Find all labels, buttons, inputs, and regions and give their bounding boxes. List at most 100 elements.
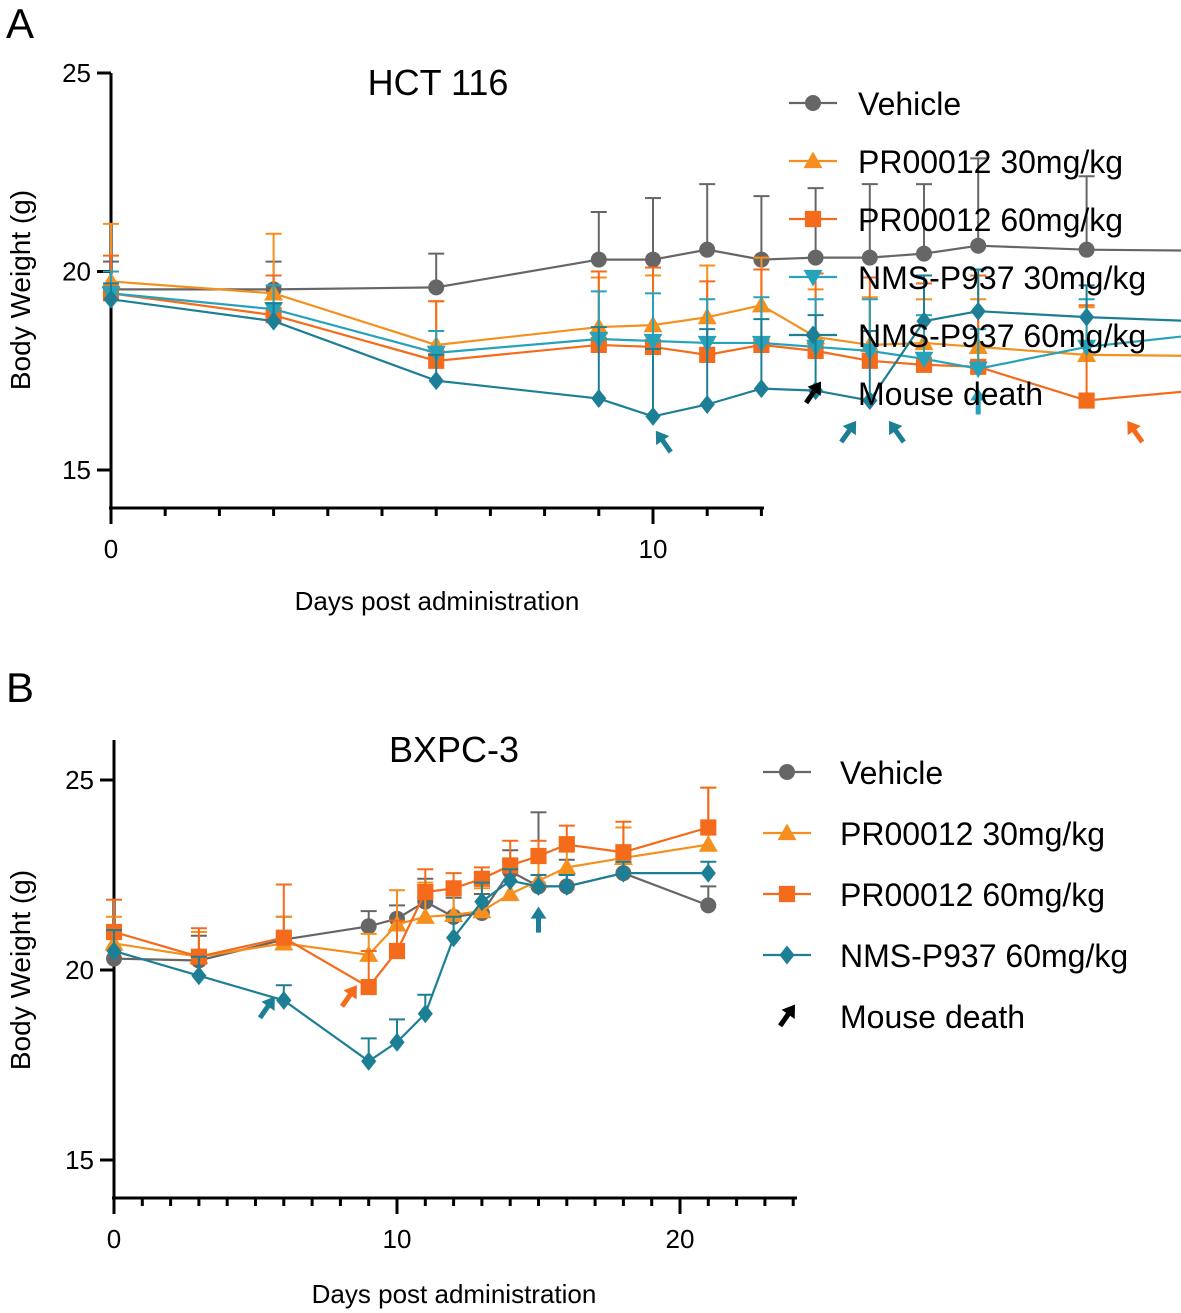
y-tick-label: 25 [65, 765, 94, 795]
legend-marker [779, 945, 795, 965]
data-point [970, 237, 987, 254]
mouse-death-arrow [257, 996, 275, 1020]
data-point [276, 990, 292, 1010]
data-point [530, 847, 547, 865]
legend-marker [805, 325, 821, 345]
y-tick-label: 20 [62, 257, 91, 287]
data-point [1077, 339, 1097, 357]
series-3 [106, 860, 717, 1071]
data-point [389, 1032, 405, 1052]
data-point [428, 279, 445, 296]
data-point [360, 918, 377, 935]
data-point [700, 863, 716, 883]
x-tick-label: 20 [666, 1224, 695, 1254]
data-point [591, 389, 607, 409]
data-point [530, 876, 547, 896]
legend-label: NMS-P937 30mg/kg [858, 260, 1146, 296]
mouse-death-arrow-shape [970, 388, 987, 415]
mouse-death-arrow [530, 906, 547, 933]
chart-title: BXPC-3 [389, 729, 519, 770]
legend-label-mouse-death: Mouse death [858, 376, 1043, 412]
legend-label: PR00012 30mg/kg [840, 816, 1105, 852]
legend-marker [803, 269, 823, 287]
panel-b: B BXPC-3 15 20 25 0 10 20 Days post administrati… [5, 664, 1128, 1309]
mouse-death-arrow-shape [530, 906, 547, 933]
legend-label: PR00012 60mg/kg [840, 877, 1105, 913]
legend-label-mouse-death: Mouse death [840, 999, 1025, 1035]
mouse-death-arrow-shape [888, 420, 906, 444]
data-point [428, 371, 444, 391]
legend: Vehicle PR00012 30mg/kg PR00012 60mg/kg NMS… [789, 86, 1146, 412]
data-point [753, 379, 769, 399]
legend-mouse-death-arrow [804, 381, 822, 405]
legend-marker [805, 95, 821, 111]
data-point [558, 836, 575, 853]
x-tick-label: 0 [104, 534, 118, 564]
legend-marker [804, 210, 822, 228]
x-axis-label: Days post administration [295, 586, 580, 616]
data-point [417, 884, 434, 901]
data-point [1078, 392, 1095, 409]
chart-title: HCT 116 [368, 62, 509, 103]
x-tick-label: 10 [383, 1224, 412, 1254]
data-point [444, 905, 464, 923]
y-tick-label: 15 [62, 455, 91, 485]
legend-mouse-death-arrow [778, 1004, 796, 1028]
series-4 [103, 268, 1181, 426]
x-tick-label: 10 [639, 534, 668, 564]
mouse-death-arrow-shape [257, 996, 275, 1020]
legend-marker [778, 885, 796, 903]
data-point [916, 311, 932, 331]
legend: Vehicle PR00012 30mg/kg PR00012 60mg/kg NMS… [763, 755, 1128, 1035]
data-point [645, 251, 661, 268]
panel-label: A [6, 0, 34, 47]
mouse-death-arrow-shape [655, 430, 673, 454]
data-point [698, 835, 718, 852]
legend-marker [777, 823, 797, 841]
data-point [103, 289, 119, 309]
data-point [502, 871, 518, 891]
legend-marker [803, 151, 823, 169]
data-point [615, 863, 631, 883]
y-tick-label: 25 [62, 58, 91, 88]
data-point [445, 880, 462, 897]
data-point [645, 406, 661, 426]
mouse-death-arrow [970, 388, 987, 415]
legend-label: NMS-P937 60mg/kg [840, 938, 1128, 974]
data-point [474, 892, 490, 912]
data-point [500, 884, 520, 902]
series-line [113, 869, 709, 962]
data-point [557, 857, 577, 875]
mouse-death-arrow [1127, 420, 1145, 444]
data-point [1079, 307, 1095, 327]
data-point [266, 311, 282, 331]
data-point [275, 929, 292, 946]
y-axis-label: Body Weight (g) [5, 190, 36, 390]
legend-mouse-death-arrow-shape [778, 1004, 796, 1028]
series-0 [106, 811, 717, 969]
data-point [861, 249, 878, 266]
mouse-death-arrow [888, 420, 906, 444]
data-point [807, 249, 824, 266]
data-point [700, 819, 717, 836]
data-point [361, 1051, 377, 1071]
series-2 [105, 786, 717, 996]
data-point [970, 301, 986, 321]
data-point [914, 351, 934, 369]
mouse-death-arrow [339, 985, 357, 1008]
panel-label: B [6, 664, 34, 711]
data-point [699, 241, 716, 258]
x-axis-label: Days post administration [312, 1279, 597, 1309]
data-point [590, 251, 607, 268]
mouse-death-arrow-shape [839, 420, 857, 444]
legend-label: NMS-P937 60mg/kg [858, 318, 1146, 354]
data-point [968, 361, 988, 379]
data-point [191, 966, 207, 986]
y-axis-label: Body Weight (g) [5, 870, 36, 1070]
data-point [643, 333, 663, 351]
y-tick-label: 15 [65, 1145, 94, 1175]
data-point [916, 245, 932, 262]
data-point [417, 1004, 433, 1024]
